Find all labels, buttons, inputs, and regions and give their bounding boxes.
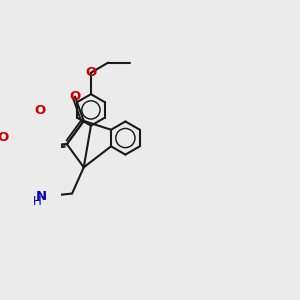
Text: O: O: [0, 131, 8, 144]
Text: O: O: [85, 66, 97, 79]
Text: O: O: [34, 104, 46, 117]
Text: O: O: [69, 90, 81, 103]
Text: H: H: [32, 195, 41, 208]
Text: N: N: [36, 190, 47, 203]
